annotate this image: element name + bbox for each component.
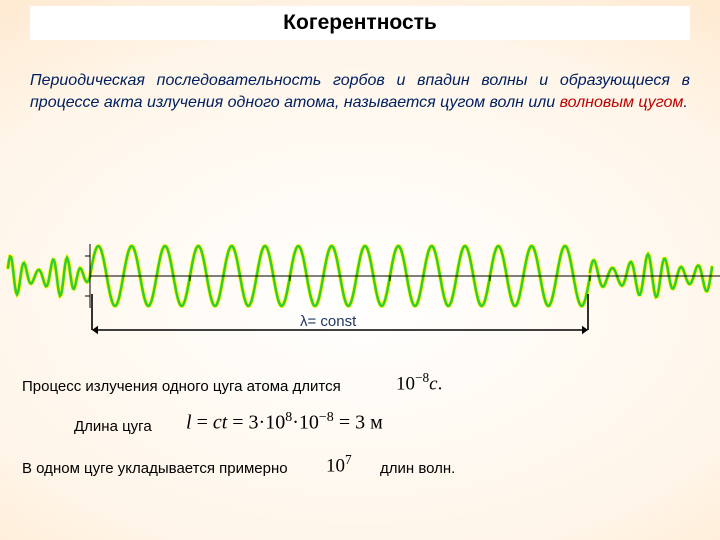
wave-svg [0, 208, 720, 358]
definition-paragraph: Периодическая последовательность горбов … [30, 70, 690, 113]
wave-count-suffix: длин волн. [380, 460, 455, 477]
emission-duration-label: Процесс излучения одного цуга атома длит… [22, 378, 341, 395]
page-title: Когерентность [30, 6, 690, 40]
train-length-formula: l = ct = 3·108·10−8 = 3 м [186, 410, 383, 435]
lambda-const-label: λ= const [300, 313, 356, 330]
title-band: Когерентность [30, 6, 690, 40]
train-length-label: Длина цуга [74, 418, 152, 435]
wave-count-value: 107 [326, 452, 352, 477]
wave-count-label: В одном цуге укладывается примерно [22, 460, 288, 477]
slide: Когерентность Периодическая последовател… [0, 0, 720, 540]
emission-duration-value: 10−8с. [396, 370, 442, 395]
wave-figure [0, 208, 720, 358]
keyword-wave-train: волновым цугом [560, 94, 684, 111]
